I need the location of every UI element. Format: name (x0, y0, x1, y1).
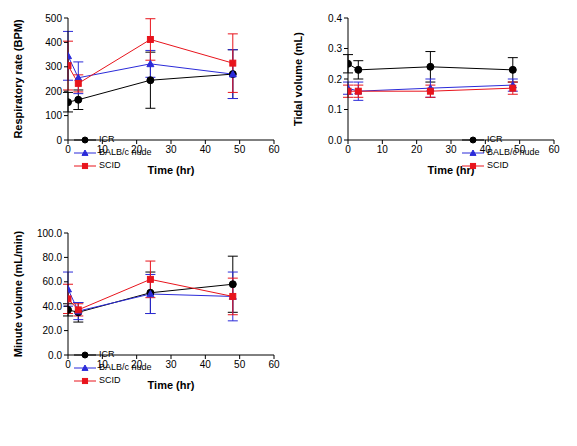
svg-text:Tidal volume (mL): Tidal volume (mL) (292, 32, 304, 126)
svg-text:Respiratory rate (BPM): Respiratory rate (BPM) (12, 19, 24, 139)
svg-text:40.0: 40.0 (43, 301, 63, 312)
svg-text:0.3: 0.3 (328, 43, 342, 54)
svg-text:40: 40 (200, 144, 212, 155)
svg-text:20: 20 (131, 359, 143, 370)
svg-text:30: 30 (165, 359, 177, 370)
svg-text:0.4: 0.4 (328, 13, 342, 24)
svg-text:0: 0 (345, 144, 351, 155)
svg-text:Time (hr): Time (hr) (428, 164, 475, 176)
svg-text:0.2: 0.2 (328, 74, 342, 85)
svg-text:50: 50 (234, 144, 246, 155)
svg-text:0: 0 (65, 144, 71, 155)
svg-text:40: 40 (480, 144, 492, 155)
svg-text:10: 10 (97, 359, 109, 370)
svg-text:60: 60 (268, 144, 280, 155)
svg-text:10: 10 (377, 144, 389, 155)
svg-text:400: 400 (45, 37, 62, 48)
svg-text:50: 50 (234, 359, 246, 370)
svg-text:100.0: 100.0 (37, 228, 62, 239)
svg-text:0.1: 0.1 (328, 104, 342, 115)
svg-text:0: 0 (56, 135, 62, 146)
svg-text:60: 60 (268, 359, 280, 370)
svg-text:40: 40 (200, 359, 212, 370)
svg-text:30: 30 (445, 144, 457, 155)
svg-text:20.0: 20.0 (43, 325, 63, 336)
svg-text:200: 200 (45, 86, 62, 97)
svg-text:80.0: 80.0 (43, 252, 63, 263)
svg-text:0: 0 (65, 359, 71, 370)
svg-text:20: 20 (131, 144, 143, 155)
svg-text:20: 20 (411, 144, 423, 155)
svg-text:60: 60 (548, 144, 560, 155)
svg-text:Time (hr): Time (hr) (148, 164, 195, 176)
svg-text:0.0: 0.0 (328, 135, 342, 146)
svg-text:Time (hr): Time (hr) (148, 379, 195, 391)
svg-text:60.0: 60.0 (43, 276, 63, 287)
svg-text:10: 10 (97, 144, 109, 155)
svg-text:300: 300 (45, 61, 62, 72)
svg-text:Minute volume (mL/min): Minute volume (mL/min) (12, 230, 24, 357)
svg-text:100: 100 (45, 110, 62, 121)
svg-text:500: 500 (45, 13, 62, 24)
svg-text:0.0: 0.0 (48, 350, 62, 361)
svg-text:50: 50 (514, 144, 526, 155)
svg-text:30: 30 (165, 144, 177, 155)
